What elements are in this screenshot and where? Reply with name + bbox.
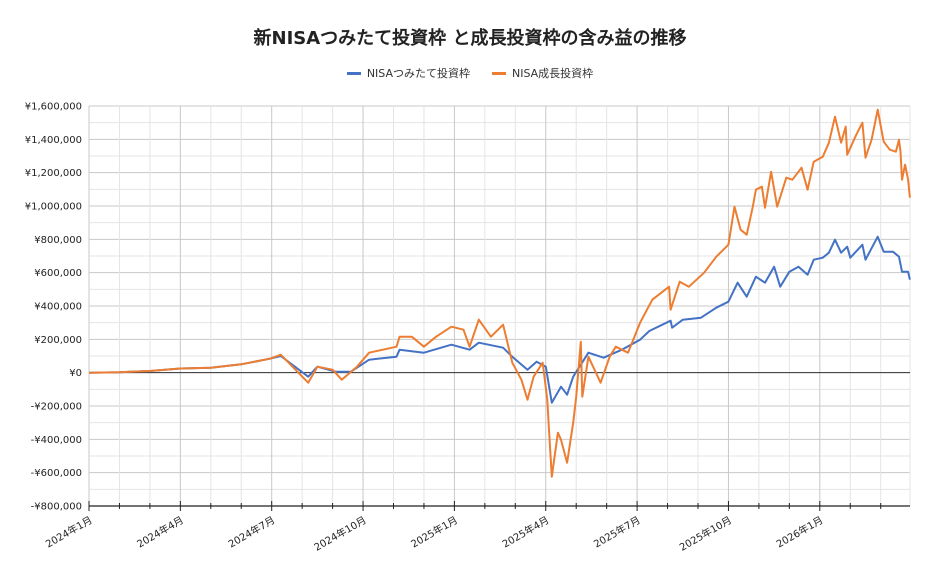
y-tick-label: ¥400,000 — [34, 302, 82, 313]
y-tick-label: ¥1,400,000 — [25, 135, 82, 146]
x-tick-label: 2025年1月 — [409, 513, 460, 550]
y-tick-label: -¥800,000 — [31, 502, 82, 513]
y-tick-label: ¥600,000 — [34, 268, 82, 279]
y-tick-label: ¥0 — [69, 368, 82, 379]
x-tick-label: 2025年10月 — [677, 513, 734, 553]
chart-title: 新NISAつみたて投資枠 と成長投資枠の含み益の推移 — [253, 28, 687, 49]
y-tick-label: -¥400,000 — [31, 435, 82, 446]
y-tick-label: ¥1,600,000 — [25, 102, 82, 113]
legend-item-seichou: NISA成長投資枠 — [492, 65, 593, 81]
legend-label-tsumitate: NISAつみたて投資枠 — [366, 67, 470, 80]
y-tick-label: -¥200,000 — [31, 402, 82, 413]
y-tick-label: ¥1,200,000 — [25, 168, 82, 179]
x-tick-label: 2024年10月 — [312, 513, 369, 553]
series-line-tsumitate — [88, 235, 911, 404]
y-tick-label: -¥600,000 — [31, 468, 82, 479]
x-tick-label: 2026年1月 — [774, 513, 825, 550]
series-line-seichou — [88, 108, 911, 478]
legend-swatch-tsumitate — [346, 71, 361, 75]
x-tick-label: 2024年7月 — [226, 513, 277, 550]
x-tick-label: 2024年1月 — [43, 513, 94, 550]
x-tick-label: 2024年4月 — [134, 513, 185, 550]
legend: NISAつみたて投資枠 NISA成長投資枠 — [0, 65, 940, 81]
y-tick-label: ¥800,000 — [34, 235, 82, 246]
y-tick-label: ¥200,000 — [34, 335, 82, 346]
x-tick-label: 2025年7月 — [591, 513, 642, 550]
x-tick-label: 2025年4月 — [500, 513, 551, 550]
legend-item-tsumitate: NISAつみたて投資枠 — [346, 65, 470, 81]
legend-swatch-seichou — [492, 71, 506, 75]
y-tick-label: ¥1,000,000 — [25, 202, 82, 213]
legend-label-seichou: NISA成長投資枠 — [512, 67, 594, 80]
